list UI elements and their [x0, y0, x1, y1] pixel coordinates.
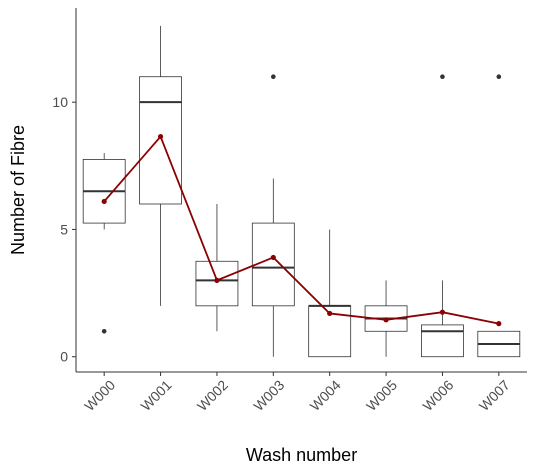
- y-tick-label: 0: [60, 349, 68, 365]
- mean-point: [496, 321, 502, 327]
- outlier-point: [496, 74, 502, 80]
- box-w002: [195, 204, 239, 332]
- box-body: [139, 76, 182, 205]
- mean-point: [101, 198, 107, 205]
- plot-area: [82, 25, 521, 358]
- x-tick-label: W002: [194, 377, 231, 414]
- box-w001: [139, 25, 182, 306]
- box-w003: [251, 74, 295, 357]
- box-body: [251, 222, 295, 307]
- x-tick-label: W007: [476, 377, 513, 414]
- x-tick-label: W000: [81, 377, 118, 414]
- x-tick-label: W001: [138, 377, 175, 414]
- x-tick-label: W003: [250, 377, 287, 414]
- mean-point: [439, 309, 446, 315]
- mean-point: [327, 310, 333, 317]
- x-tick-label: W004: [307, 377, 344, 414]
- box-body: [421, 324, 464, 358]
- box-w007: [477, 74, 521, 358]
- box-w000: [82, 153, 126, 334]
- y-tick-label: 10: [52, 94, 68, 110]
- box-w004: [308, 229, 352, 358]
- mean-point: [157, 133, 164, 140]
- mean-point: [214, 277, 220, 283]
- x-tick-label: W006: [419, 377, 456, 414]
- outlier-point: [101, 328, 107, 334]
- outlier-point: [440, 74, 445, 80]
- mean-series-line: [103, 134, 499, 325]
- y-tick-label: 5: [60, 221, 68, 237]
- box-body: [195, 260, 239, 307]
- mean-point: [383, 317, 389, 323]
- x-axis-title: Wash number: [246, 445, 357, 465]
- x-tick-label: W005: [363, 377, 400, 414]
- outlier-point: [271, 74, 276, 80]
- y-axis-title: Number of Fibre: [8, 125, 28, 255]
- mean-point: [270, 254, 276, 261]
- box-w006: [421, 74, 464, 358]
